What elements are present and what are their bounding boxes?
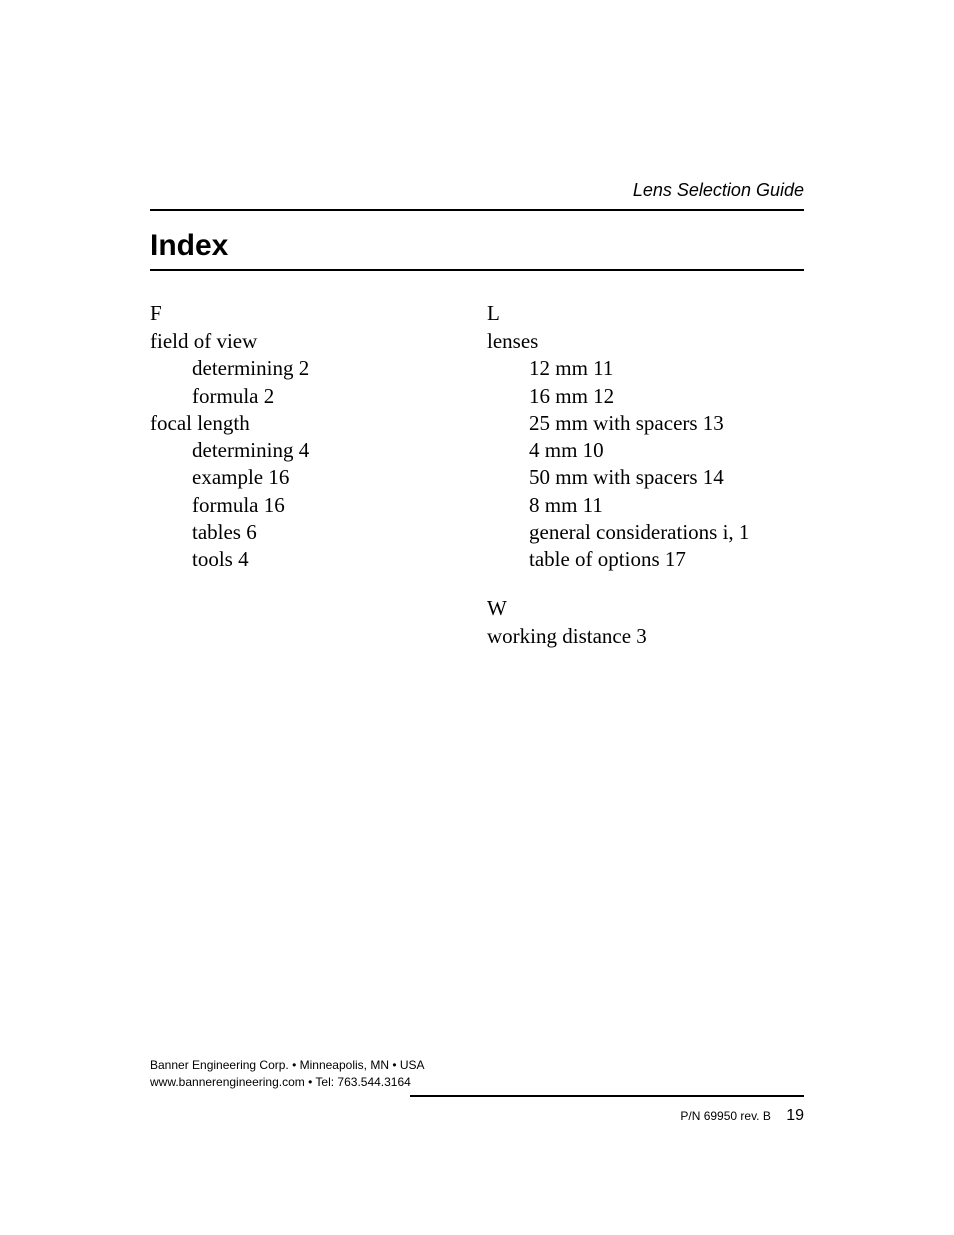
index-entry: field of view	[150, 328, 467, 355]
index-col-left: F field of view determining 2 formula 2 …	[150, 301, 487, 650]
index-subentry: example 16	[150, 464, 467, 491]
index-subentry: determining 4	[150, 437, 467, 464]
footer-company: Banner Engineering Corp. • Minneapolis, …	[150, 1057, 804, 1074]
index-letter: W	[487, 596, 804, 621]
page-number: 19	[786, 1107, 804, 1124]
header-rule	[150, 209, 804, 211]
index-entry: lenses	[487, 328, 804, 355]
index-columns: F field of view determining 2 formula 2 …	[150, 301, 804, 650]
index-subentry: tables 6	[150, 519, 467, 546]
footer-pn: P/N 69950 rev. B	[680, 1109, 771, 1123]
index-col-right: L lenses 12 mm 11 16 mm 12 25 mm with sp…	[487, 301, 804, 650]
index-subentry: 50 mm with spacers 14	[487, 464, 804, 491]
footer-contact: www.bannerengineering.com • Tel: 763.544…	[150, 1074, 804, 1091]
index-heading: Index	[150, 229, 804, 263]
index-subentry: 4 mm 10	[487, 437, 804, 464]
index-subentry: 12 mm 11	[487, 355, 804, 382]
index-subentry: formula 2	[150, 383, 467, 410]
index-entry: focal length	[150, 410, 467, 437]
index-subentry: 25 mm with spacers 13	[487, 410, 804, 437]
title-rule	[150, 269, 804, 271]
index-subentry: 8 mm 11	[487, 492, 804, 519]
index-subentry: table of options 17	[487, 546, 804, 573]
index-subentry: formula 16	[150, 492, 467, 519]
footer-rule	[410, 1095, 804, 1097]
footer-right: P/N 69950 rev. B 19	[150, 1107, 804, 1125]
index-subentry: tools 4	[150, 546, 467, 573]
page: Lens Selection Guide Index F field of vi…	[0, 0, 954, 1235]
index-letter: L	[487, 301, 804, 326]
index-subentry: general considerations i, 1	[487, 519, 804, 546]
index-subentry: determining 2	[150, 355, 467, 382]
index-entry: working distance 3	[487, 623, 804, 650]
index-letter: F	[150, 301, 467, 326]
doc-title: Lens Selection Guide	[150, 180, 804, 201]
index-subentry: 16 mm 12	[487, 383, 804, 410]
footer: Banner Engineering Corp. • Minneapolis, …	[150, 1057, 804, 1125]
